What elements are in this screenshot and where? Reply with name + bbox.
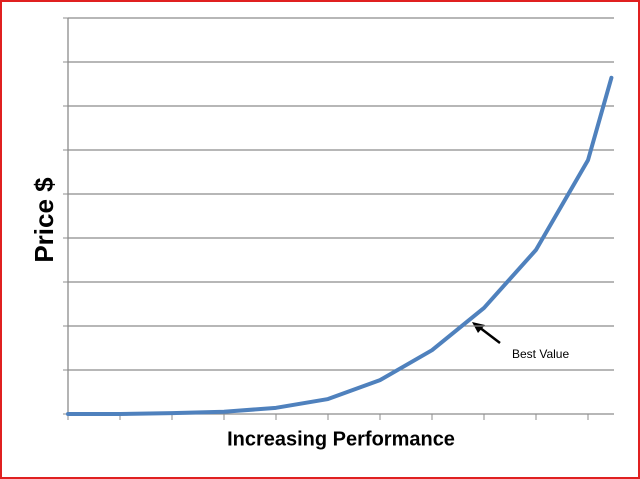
x-axis-label: Increasing Performance bbox=[227, 428, 455, 450]
y-axis-label: Price $ bbox=[29, 177, 59, 263]
annotation: Best Value bbox=[512, 347, 569, 361]
line-series bbox=[66, 75, 614, 416]
arrow-head bbox=[472, 322, 485, 333]
